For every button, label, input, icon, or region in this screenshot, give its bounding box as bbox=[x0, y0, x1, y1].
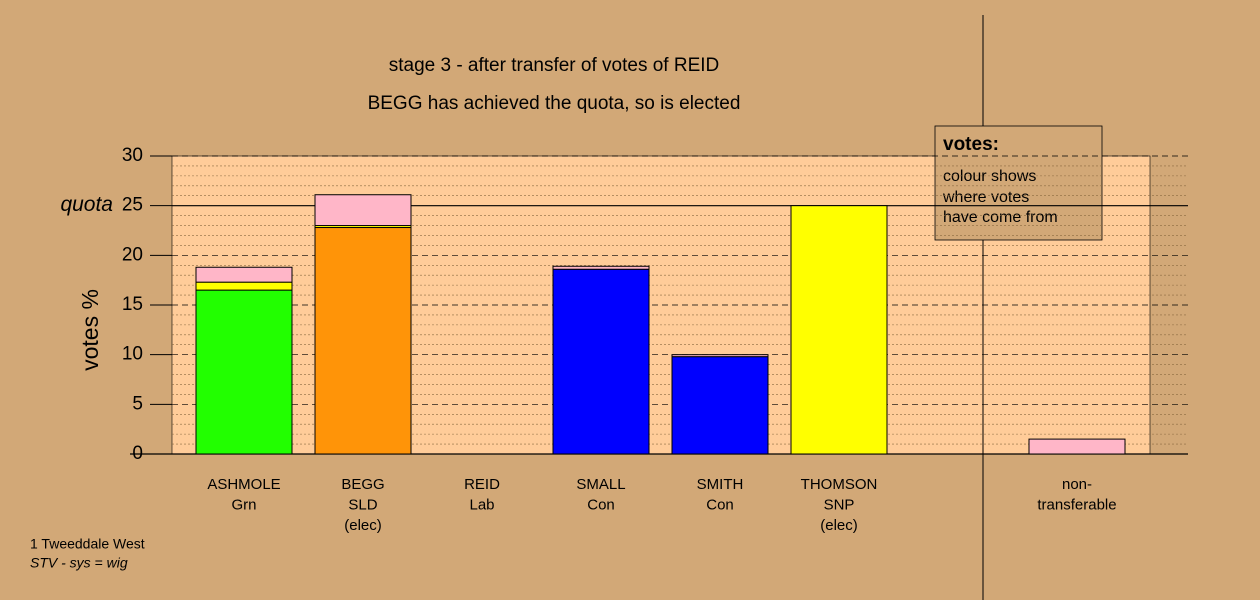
x-tick-label: SMITH bbox=[697, 476, 744, 493]
y-tick-label: 25 bbox=[122, 195, 143, 216]
note-line: colour shows bbox=[943, 168, 1036, 185]
bar-segment bbox=[314, 194, 412, 227]
x-tick-label: transferable bbox=[1037, 496, 1116, 513]
bar-segment bbox=[671, 356, 769, 455]
bar-segment bbox=[195, 289, 293, 455]
chart-title: stage 3 - after transfer of votes of REI… bbox=[389, 55, 720, 76]
bar-segment bbox=[552, 268, 650, 455]
x-tick-label: THOMSON bbox=[801, 476, 878, 493]
x-tick-label: SMALL bbox=[576, 476, 625, 493]
bar-segment bbox=[790, 205, 888, 455]
chart-subtitle: BEGG has achieved the quota, so is elect… bbox=[368, 93, 741, 114]
y-tick-label: 20 bbox=[122, 244, 143, 265]
x-tick-label: (elec) bbox=[820, 517, 858, 534]
note-box: votes: colour shows where votes have com… bbox=[934, 125, 1103, 241]
footer-line: 1 Tweeddale West bbox=[30, 536, 145, 552]
note-line: have come from bbox=[943, 209, 1058, 226]
y-tick-label: 15 bbox=[122, 294, 143, 315]
bar-segment bbox=[314, 227, 412, 455]
x-tick-label: SLD bbox=[348, 496, 377, 513]
x-tick-label: BEGG bbox=[341, 476, 384, 493]
note-title: votes: bbox=[943, 134, 999, 155]
note-frame bbox=[934, 125, 1103, 241]
bar-segment bbox=[195, 266, 293, 283]
x-tick-label: Lab bbox=[469, 496, 494, 513]
footer-line: STV - sys = wig bbox=[30, 555, 128, 571]
x-tick-label: ASHMOLE bbox=[207, 476, 280, 493]
x-tick-label: non- bbox=[1062, 476, 1092, 493]
x-tick-label: Con bbox=[587, 496, 615, 513]
y-tick-label: 5 bbox=[132, 393, 143, 414]
x-tick-label: Con bbox=[706, 496, 734, 513]
bar-segment bbox=[1028, 438, 1126, 455]
y-axis-label: votes % bbox=[77, 289, 103, 371]
quota-label: quota bbox=[60, 193, 113, 216]
bar-segment bbox=[552, 265, 650, 270]
y-tick-label: 10 bbox=[122, 344, 143, 365]
x-tick-label: SNP bbox=[824, 496, 855, 513]
bar-segment bbox=[671, 354, 769, 358]
x-tick-label: (elec) bbox=[344, 517, 382, 534]
bar-segment bbox=[195, 281, 293, 291]
x-tick-label: Grn bbox=[231, 496, 256, 513]
y-tick-label: 30 bbox=[122, 145, 143, 166]
note-line: where votes bbox=[942, 189, 1029, 206]
x-tick-label: REID bbox=[464, 476, 500, 493]
